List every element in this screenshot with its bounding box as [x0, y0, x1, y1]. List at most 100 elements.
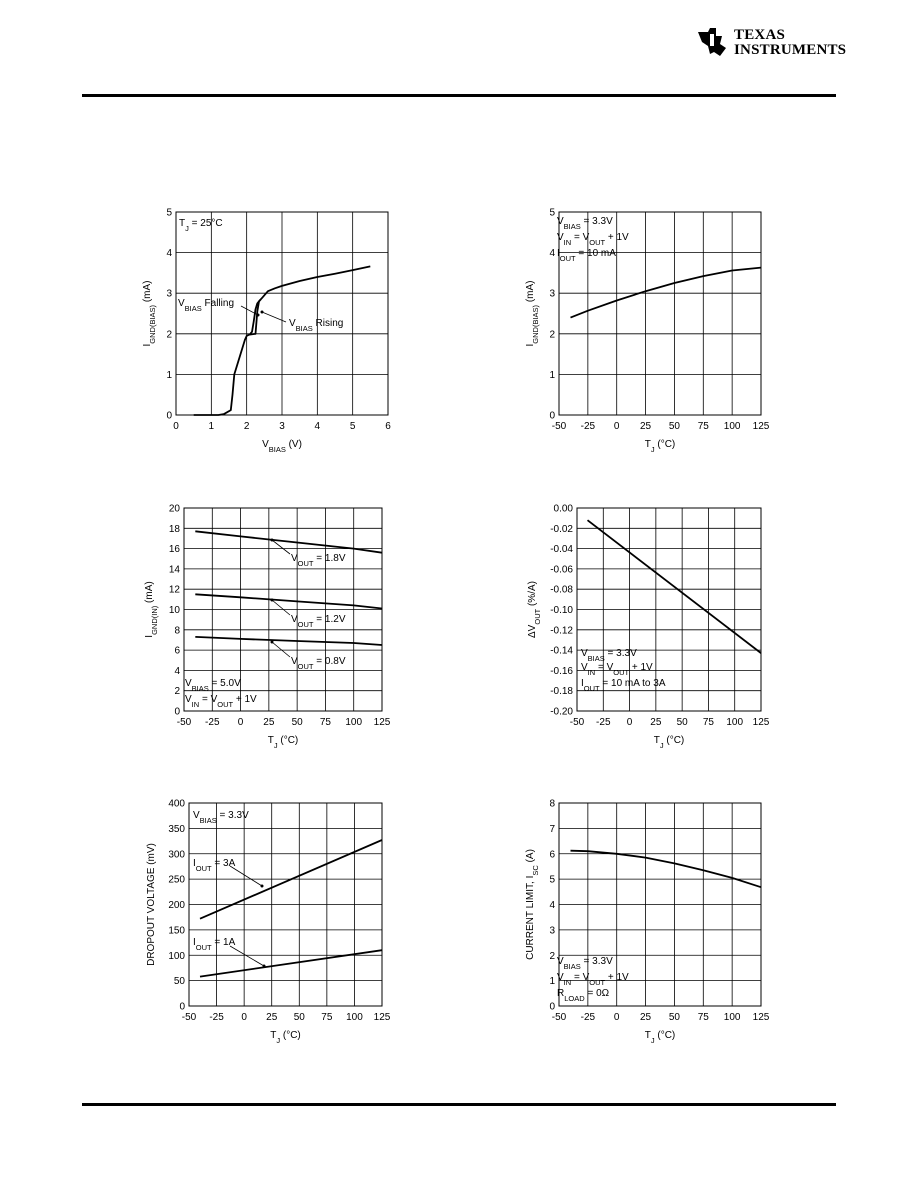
x-tick-label: 3: [279, 421, 285, 432]
x-tick-label: 0: [241, 1012, 247, 1023]
x-tick-label: 100: [724, 421, 741, 432]
y-axis-label: CURRENT LIMIT, ISC (A): [525, 849, 540, 960]
annotation: TJ = 25°C: [179, 218, 223, 233]
y-tick-label: 0: [174, 707, 180, 718]
x-tick-label: 125: [753, 1012, 770, 1023]
y-tick-label: 2: [549, 329, 555, 340]
x-tick-label: 0: [614, 1012, 620, 1023]
x-axis-label: TJ (°C): [645, 1030, 676, 1045]
plot-frame: [188, 802, 383, 1007]
label-arrow: [229, 865, 263, 887]
x-tick-label: 75: [698, 421, 710, 432]
x-tick-label: 50: [292, 717, 304, 728]
y-tick-label: -0.12: [550, 625, 573, 636]
y-tick-label: 20: [169, 504, 181, 515]
y-axis-label: IGND(BIAS) (mA): [142, 281, 157, 347]
annotation: VIN = VOUT + 1V: [185, 694, 257, 709]
y-tick-label: 0.00: [554, 504, 574, 515]
annotation-arrow: [261, 311, 287, 323]
annotation: IOUT = 10 mA: [557, 248, 616, 263]
annotation: RLOAD = 0Ω: [557, 988, 610, 1003]
annotation: VBIAS = 5.0V: [185, 678, 241, 693]
annotation: VBIAS = 3.3V: [193, 810, 249, 825]
series-label: VOUT = 0.8V: [291, 656, 346, 671]
series-line-1: [570, 849, 762, 889]
y-tick-label: 14: [169, 564, 181, 575]
y-tick-label: 8: [174, 625, 180, 636]
x-axis-label: VBIAS (V): [262, 439, 302, 454]
y-tick-label: 0: [166, 411, 172, 422]
label-arrow: [229, 945, 265, 967]
x-tick-label: 4: [315, 421, 321, 432]
y-tick-label: -0.06: [550, 564, 573, 575]
x-tick-label: 50: [294, 1012, 306, 1023]
arrow-head: [260, 884, 264, 888]
x-tick-label: 6: [385, 421, 391, 432]
y-tick-label: 6: [549, 849, 555, 860]
x-tick-label: -25: [209, 1012, 224, 1023]
chart-6: -50 -25 0 25 50 75 100 125 0 1 2 3 4 5 6 7 8 TJ (°C) CURRE…: [525, 799, 770, 1045]
x-tick-label: -25: [205, 717, 220, 728]
arrow-head: [270, 538, 274, 542]
y-tick-label: 4: [166, 248, 172, 259]
annotation: VIN = VOUT + 1V: [557, 232, 629, 247]
arrow-head: [270, 598, 274, 602]
y-tick-label: 4: [549, 248, 555, 259]
series-line-1: [570, 266, 762, 319]
series-line-2: [199, 949, 383, 978]
plot-frame: [558, 802, 762, 1007]
series-label: IOUT = 3A: [193, 858, 236, 873]
y-tick-label: 0: [549, 411, 555, 422]
chart-4: -50 -25 0 25 50 75 100 125 0.00 -0.02 -0.04 -0.06 -0…: [527, 504, 770, 750]
arrow-head: [256, 313, 260, 317]
series-label: IOUT = 1A: [193, 937, 236, 952]
x-tick-label: 125: [374, 717, 391, 728]
x-tick-label: 2: [244, 421, 250, 432]
x-axis-label: TJ (°C): [268, 735, 299, 750]
y-tick-label: 350: [168, 824, 185, 835]
series-label: VOUT = 1.2V: [291, 614, 346, 629]
y-tick-label: 3: [549, 925, 555, 936]
y-tick-label: 250: [168, 875, 185, 886]
annotation: VBIAS = 3.3V: [557, 216, 613, 231]
x-tick-label: 50: [677, 717, 689, 728]
plot-frame: [175, 211, 389, 416]
x-tick-label: -50: [570, 717, 585, 728]
y-tick-label: 0: [549, 1002, 555, 1013]
x-tick-label: 0: [173, 421, 179, 432]
x-tick-label: 25: [650, 717, 662, 728]
series-line-1: [193, 265, 371, 416]
annotation: VBIAS Rising: [289, 318, 343, 333]
plot-frame: [576, 507, 762, 712]
x-tick-label: 50: [669, 421, 681, 432]
x-tick-label: 100: [724, 1012, 741, 1023]
x-tick-label: 50: [669, 1012, 681, 1023]
ti-logo: [696, 24, 841, 64]
annotation: VBIAS Falling: [178, 298, 234, 313]
x-tick-label: -50: [182, 1012, 197, 1023]
header-rule: [82, 94, 836, 97]
y-tick-label: 4: [549, 900, 555, 911]
y-tick-label: -0.02: [550, 524, 573, 535]
x-tick-label: 75: [698, 1012, 710, 1023]
series-line-1: [195, 530, 383, 554]
y-tick-label: 18: [169, 524, 181, 535]
x-tick-label: 75: [703, 717, 715, 728]
x-tick-label: 75: [320, 717, 332, 728]
x-tick-label: 5: [350, 421, 356, 432]
y-axis-label: ΔVOUT (%/A): [527, 581, 542, 638]
y-tick-label: 16: [169, 544, 181, 555]
brand-line2: Instruments: [734, 42, 847, 58]
y-tick-label: 5: [549, 875, 555, 886]
y-tick-label: -0.20: [550, 707, 573, 718]
ti-state-icon: [698, 28, 726, 56]
footer-rule: [82, 1103, 836, 1106]
y-tick-label: 7: [549, 824, 555, 835]
y-tick-label: 1: [166, 370, 172, 381]
arrow-head: [262, 964, 266, 968]
y-tick-label: 2: [549, 951, 555, 962]
x-tick-label: -25: [581, 421, 596, 432]
x-tick-label: 25: [266, 1012, 278, 1023]
series-label: VOUT = 1.8V: [291, 553, 346, 568]
